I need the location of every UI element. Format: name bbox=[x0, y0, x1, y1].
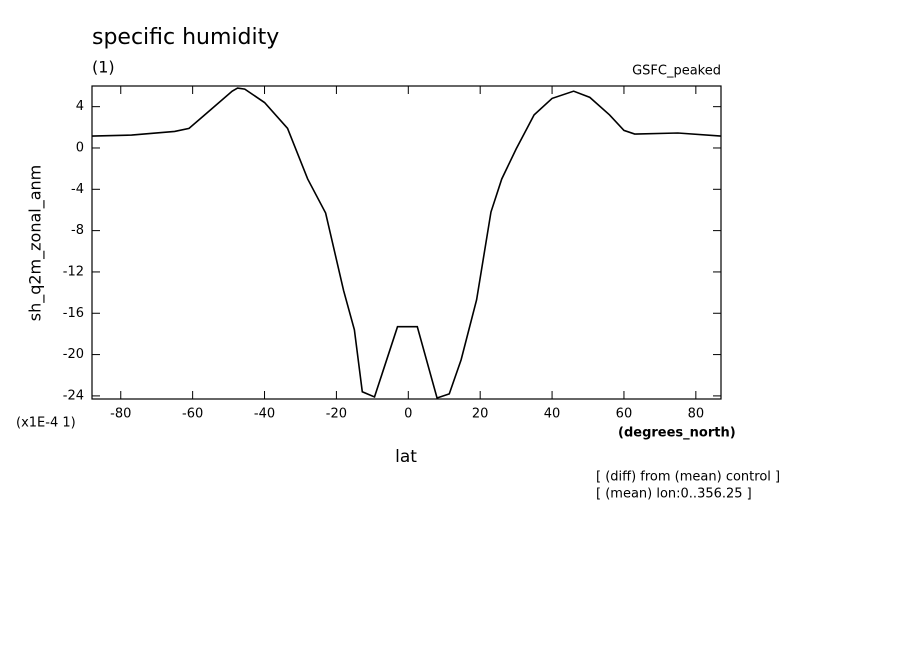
annotation: GSFC_peaked bbox=[632, 64, 721, 79]
y-tick-label: -20 bbox=[63, 347, 84, 362]
note: [ (mean) lon:0..356.25 ] bbox=[596, 487, 752, 502]
y-tick-label: -8 bbox=[71, 223, 84, 238]
x-tick-label: 80 bbox=[688, 407, 705, 422]
y-scale-label: (x1E-4 1) bbox=[16, 416, 76, 431]
chart-title: specific humidity bbox=[92, 25, 279, 50]
y-tick-label: -24 bbox=[63, 388, 84, 403]
plot-frame bbox=[91, 85, 722, 400]
y-tick-label: 0 bbox=[76, 140, 84, 155]
x-tick-label: 40 bbox=[544, 407, 561, 422]
y-tick-label: -16 bbox=[63, 306, 84, 321]
x-unit-label: (degrees_north) bbox=[618, 426, 736, 441]
y-tick-label: -12 bbox=[63, 264, 84, 279]
x-tick-label: -60 bbox=[182, 407, 203, 422]
x-tick-label: -40 bbox=[254, 407, 275, 422]
data-line bbox=[91, 87, 722, 399]
x-tick-label: 60 bbox=[616, 407, 633, 422]
y-axis-label: sh_q2m_zonal_anm bbox=[26, 165, 46, 322]
y-tick-label: -4 bbox=[71, 182, 84, 197]
x-tick-label: 0 bbox=[404, 407, 412, 422]
x-tick-label: -20 bbox=[326, 407, 347, 422]
x-axis-label: lat bbox=[395, 447, 417, 467]
y-tick-label: 4 bbox=[76, 99, 84, 114]
subtitle: (1) bbox=[92, 58, 115, 77]
x-tick-label: -80 bbox=[110, 407, 131, 422]
x-tick-label: 20 bbox=[472, 407, 489, 422]
note: [ (diff) from (mean) control ] bbox=[596, 470, 780, 485]
